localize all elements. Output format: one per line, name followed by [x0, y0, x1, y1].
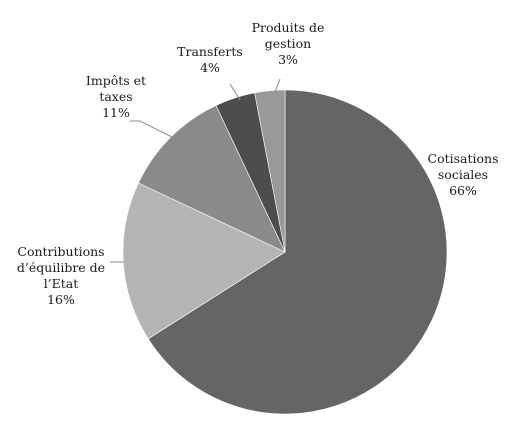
slice-label-5: Produits de gestion 3% [252, 20, 325, 67]
slice-percent-label: 66% [449, 183, 477, 198]
pie-slice-5 [254, 89, 286, 253]
slice-name-line: sociales [438, 167, 488, 182]
slice-percent-label: 16% [47, 292, 75, 307]
pie-slice-1 [147, 89, 448, 415]
leader-line-3 [130, 120, 173, 138]
leader-line-5 [274, 78, 281, 93]
slice-name-line: Produits de [252, 20, 325, 35]
slice-name-line: Transferts [177, 44, 243, 59]
slice-name-line: l’Etat [44, 276, 79, 291]
slice-name-line: Cotisations [428, 151, 499, 166]
slice-name-line: gestion [265, 36, 311, 51]
slice-percent-label: 11% [102, 105, 130, 120]
pie-slice-3 [138, 105, 286, 253]
leader-line-4 [229, 83, 241, 101]
slice-label-4: Transferts 4% [177, 44, 243, 75]
slice-percent-label: 3% [278, 52, 298, 67]
slice-label-2: Contributions d’équilibre de l’Etat 16% [17, 244, 105, 307]
slice-percent-label: 4% [200, 60, 220, 75]
leaders-layer [110, 78, 281, 263]
slice-name-line: d’équilibre de [17, 260, 105, 275]
slice-name-line: taxes [99, 89, 132, 104]
labels-layer: Cotisations sociales 66% Contributions d’équ… [17, 20, 499, 307]
slice-name-line: Impôts et [86, 73, 146, 88]
slice-label-3: Impôts et taxes 11% [86, 73, 146, 120]
slice-label-1: Cotisations sociales 66% [428, 151, 499, 198]
slice-name-line: Contributions [17, 244, 104, 259]
slices-layer [122, 89, 448, 415]
